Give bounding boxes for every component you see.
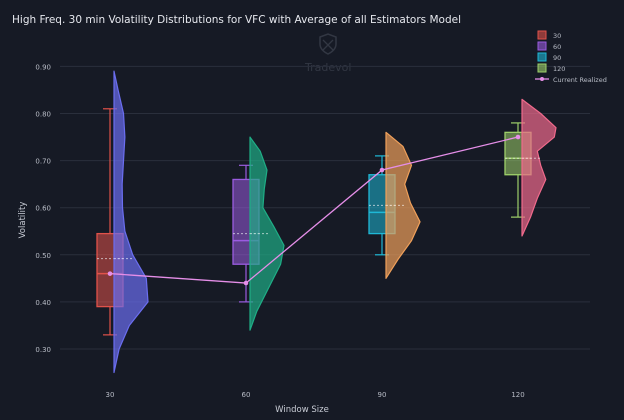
violin-30	[113, 70, 149, 374]
legend-swatch	[537, 63, 547, 73]
legend-swatch	[537, 30, 547, 40]
y-tick-label: 0.40	[35, 299, 51, 307]
legend-swatch	[537, 52, 547, 62]
y-tick-label: 0.30	[35, 346, 51, 354]
legend-label: 60	[553, 43, 561, 51]
current-realized-point	[107, 271, 113, 276]
plot-marks	[96, 70, 557, 374]
shield-logo-icon	[319, 33, 337, 55]
current-realized-point	[515, 134, 521, 140]
x-tick-label: 30	[106, 391, 115, 399]
chart-title: High Freq. 30 min Volatility Distributio…	[12, 14, 461, 26]
y-tick-label: 0.50	[35, 252, 51, 260]
y-tick-label: 0.60	[35, 205, 51, 213]
y-axis-label: Volatility	[18, 202, 28, 239]
current-realized-point	[243, 280, 249, 286]
watermark-x-mark	[322, 39, 334, 51]
x-axis-label: Window Size	[275, 405, 329, 415]
legend-label: 90	[553, 54, 561, 62]
y-tick-label: 0.90	[35, 63, 51, 71]
y-tick-label: 0.70	[35, 158, 51, 166]
legend[interactable]: 30 60 90 120 Current Realized	[535, 30, 607, 84]
legend-label: 120	[553, 65, 565, 73]
current-realized-point	[379, 167, 385, 173]
y-axis-ticks: 0.30 0.40 0.50 0.60 0.70 0.80 0.90	[35, 63, 51, 354]
watermark: Tradevol	[304, 33, 351, 74]
legend-label: 30	[553, 32, 561, 40]
x-tick-label: 120	[511, 391, 524, 399]
y-tick-label: 0.80	[35, 111, 51, 119]
violin-120	[521, 98, 557, 237]
current-realized-line	[109, 136, 519, 284]
legend-swatch	[537, 41, 547, 51]
watermark-text: Tradevol	[304, 61, 351, 74]
legend-label: Current Realized	[553, 76, 607, 84]
x-tick-label: 60	[242, 391, 251, 399]
x-axis-ticks: 30 60 90 120	[106, 391, 525, 399]
x-tick-label: 90	[378, 391, 387, 399]
legend-line-marker	[540, 77, 544, 81]
